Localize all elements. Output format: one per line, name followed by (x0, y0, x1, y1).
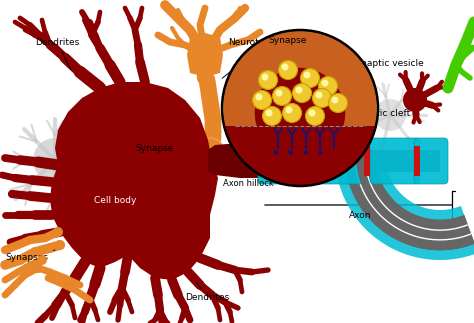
Text: Dendrites: Dendrites (185, 282, 229, 303)
Circle shape (265, 109, 273, 117)
Circle shape (262, 74, 268, 80)
Circle shape (279, 60, 298, 79)
Text: Synaptic vesicle: Synaptic vesicle (337, 58, 424, 87)
Circle shape (258, 70, 277, 89)
Circle shape (246, 48, 355, 158)
Circle shape (263, 107, 282, 126)
Circle shape (33, 138, 77, 182)
Circle shape (37, 255, 47, 265)
Circle shape (55, 240, 65, 250)
Circle shape (295, 87, 302, 93)
Circle shape (309, 109, 316, 117)
Bar (258, 150, 440, 172)
Text: Dendrites: Dendrites (35, 37, 79, 69)
FancyBboxPatch shape (258, 138, 308, 184)
FancyBboxPatch shape (370, 138, 420, 184)
Circle shape (312, 89, 331, 108)
Circle shape (319, 77, 337, 96)
Circle shape (301, 68, 319, 88)
Circle shape (196, 138, 224, 166)
Text: Axon hillock: Axon hillock (223, 179, 273, 187)
FancyBboxPatch shape (314, 138, 364, 184)
Circle shape (303, 71, 310, 78)
Bar (364, 146, 370, 176)
Text: Synapse: Synapse (269, 36, 307, 45)
Circle shape (222, 30, 378, 186)
Circle shape (292, 84, 311, 102)
Polygon shape (208, 143, 265, 178)
Circle shape (53, 227, 63, 237)
Circle shape (285, 107, 292, 113)
Bar (414, 146, 420, 176)
Circle shape (275, 89, 283, 97)
FancyBboxPatch shape (414, 138, 448, 184)
Polygon shape (224, 126, 376, 186)
Circle shape (33, 263, 43, 273)
Circle shape (374, 99, 406, 131)
Circle shape (306, 107, 325, 126)
Text: Axon: Axon (349, 211, 371, 220)
Polygon shape (224, 30, 376, 126)
Text: Neurotransmitter: Neurotransmitter (222, 37, 306, 78)
Text: Cell body: Cell body (94, 195, 136, 204)
Circle shape (283, 103, 301, 122)
Bar (308, 146, 314, 176)
Text: Synaptic cleft: Synaptic cleft (333, 109, 410, 129)
Circle shape (331, 97, 338, 103)
Polygon shape (50, 82, 218, 280)
Circle shape (253, 90, 272, 109)
Circle shape (321, 79, 328, 87)
Circle shape (273, 87, 292, 106)
Polygon shape (187, 33, 223, 77)
Circle shape (282, 64, 289, 70)
Circle shape (255, 68, 345, 158)
Circle shape (316, 91, 322, 99)
Circle shape (255, 93, 263, 100)
Circle shape (328, 93, 347, 112)
Text: Synapse: Synapse (136, 143, 174, 152)
Text: Receptor: Receptor (229, 64, 273, 103)
Circle shape (403, 88, 427, 112)
Text: Synapses: Synapses (5, 250, 55, 263)
